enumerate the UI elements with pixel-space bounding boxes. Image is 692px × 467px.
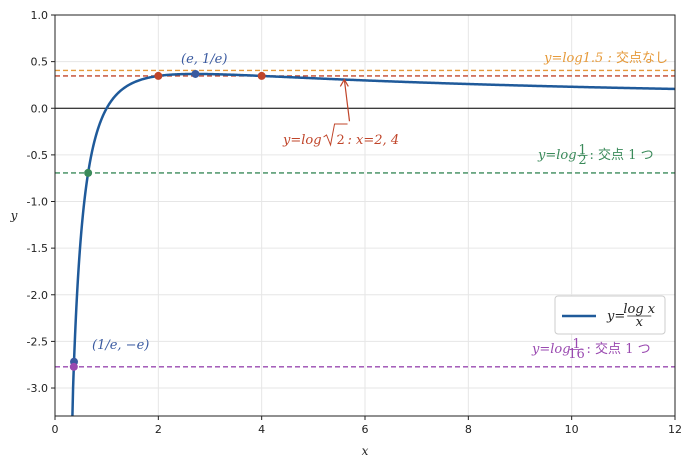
y-tick-label: -3.0: [27, 382, 48, 395]
annotation-log-1-5-suffix: 交点なし: [616, 50, 668, 66]
data-point: [69, 362, 78, 371]
y-tick-label: 0.0: [31, 102, 49, 115]
y-tick-label: -2.5: [27, 335, 48, 348]
legend-denominator: x: [636, 315, 644, 330]
annotation-log-sixteenth: y=log 1 16 : 交点 1 つ: [531, 337, 651, 362]
y-tick-label: 0.5: [31, 56, 49, 69]
annotation-log-sixteenth-prefix: y=log: [531, 342, 571, 357]
y-axis-label: y: [10, 209, 18, 223]
data-point: [154, 71, 163, 80]
x-tick-label: 10: [565, 423, 579, 436]
legend-box: [554, 295, 666, 335]
points: [69, 69, 266, 371]
annotation-log-half-prefix: y=log: [537, 148, 577, 163]
data-point: [257, 71, 266, 80]
annotation-log-sqrt2-prefix: y=log: [282, 133, 322, 148]
y-ticks: 1.0 0.5 0.0 -0.5 -1.0 -1.5 -2.0 -2.5 -3.0: [27, 9, 55, 395]
reference-lines: [55, 69, 675, 368]
x-axis-label: x: [362, 444, 369, 458]
annotation-log-sixteenth-suffix: : 交点 1 つ: [587, 341, 651, 357]
sqrt-radical-sign: [323, 123, 348, 147]
y-tick-label: 1.0: [31, 9, 49, 22]
annotation-log-sixteenth-numerator: 1: [572, 337, 580, 352]
annotation-log-sixteenth-denominator: 16: [568, 347, 585, 362]
x-tick-label: 12: [668, 423, 682, 436]
y-tick-label: -0.5: [27, 149, 48, 162]
x-tick-label: 8: [465, 423, 472, 436]
annotation-log-1-5: y=log1.5 : 交点なし: [543, 50, 668, 66]
data-point: [191, 69, 200, 78]
y-tick-label: -1.5: [27, 242, 48, 255]
annotation-log-half-numerator: 1: [578, 143, 586, 158]
annotation-min-point: (1/e, −e): [92, 338, 149, 353]
x-tick-label: 6: [362, 423, 369, 436]
grid: [54, 14, 676, 416]
legend-numerator: log x: [623, 302, 655, 317]
legend: y= log x x: [554, 295, 666, 335]
legend-label: y=: [606, 309, 625, 324]
curve-logx-over-x: [71, 72, 675, 416]
annotation-log-half-suffix: : 交点 1 つ: [590, 147, 654, 163]
arrow: [343, 79, 351, 122]
x-tick-label: 4: [258, 423, 265, 436]
annotation-log-1-5-prefix: y=log1.5 :: [543, 51, 616, 66]
annotation-log-half: y=log 1 2 : 交点 1 つ: [537, 143, 654, 168]
annotation-log-sqrt2-suffix: : x=2, 4: [348, 133, 400, 148]
x-ticks: 0 2 4 6 8 10 12: [52, 416, 682, 436]
y-tick-label: -1.0: [27, 196, 48, 209]
annotation-log-half-denominator: 2: [578, 153, 586, 168]
annotation-max-point: (e, 1/e): [181, 52, 227, 67]
arrow-head: [339, 78, 349, 87]
y-tick-label: -2.0: [27, 289, 48, 302]
annotation-log-sqrt2-radicand: 2: [337, 133, 345, 148]
data-point: [84, 168, 93, 177]
x-tick-label: 2: [155, 423, 162, 436]
annotation-log-sqrt2: y=log 2 : x=2, 4: [282, 123, 400, 148]
x-tick-label: 0: [52, 423, 59, 436]
